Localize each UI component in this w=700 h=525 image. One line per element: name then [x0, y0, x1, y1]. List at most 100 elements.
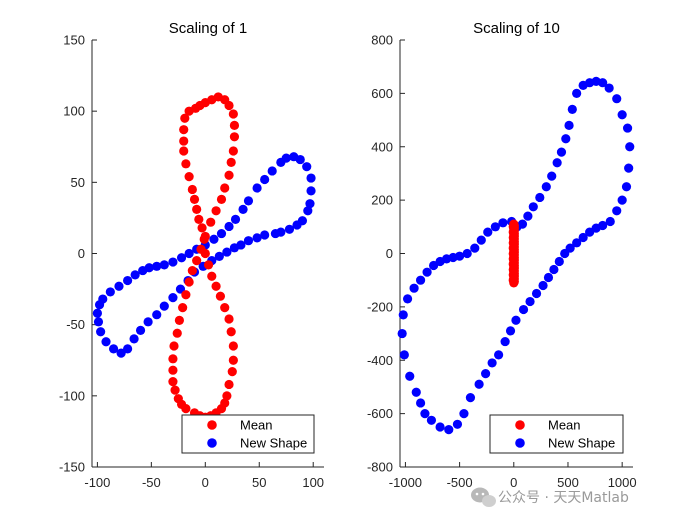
data-point [481, 368, 491, 379]
data-point [179, 125, 189, 135]
x-tick-label: 0 [202, 475, 209, 490]
data-point [116, 348, 126, 358]
data-point [604, 83, 614, 93]
y-tick-label: 200 [371, 193, 393, 208]
chart-title: Scaling of 10 [473, 20, 560, 37]
data-point [605, 216, 615, 227]
wechat-logo-icon [471, 487, 496, 507]
data-point [572, 88, 582, 98]
data-point [578, 232, 588, 243]
data-point [220, 95, 230, 105]
data-point [215, 291, 226, 301]
y-tick-label: 400 [371, 139, 393, 154]
data-point [612, 94, 622, 104]
y-tick-label: -600 [367, 406, 393, 421]
data-point [284, 224, 295, 234]
data-point [405, 371, 415, 381]
data-point [159, 260, 169, 270]
wechat-bubble-small-icon [482, 495, 496, 507]
data-point [93, 317, 104, 327]
data-point [200, 231, 210, 242]
data-point [178, 302, 188, 313]
data-point [252, 183, 262, 193]
data-point [187, 184, 197, 195]
data-point [470, 243, 480, 253]
data-point [531, 288, 542, 299]
data-point [415, 275, 426, 285]
data-point [229, 132, 240, 142]
x-tick-label: -100 [84, 475, 110, 490]
data-point [144, 263, 154, 273]
data-point [523, 211, 533, 221]
data-point [556, 147, 567, 157]
data-point [302, 162, 312, 172]
y-tick-label: 100 [63, 104, 85, 119]
data-point [175, 284, 186, 294]
data-point [105, 287, 115, 297]
x-tick-label: 1000 [608, 475, 637, 490]
data-point [216, 228, 227, 239]
data-point [508, 275, 518, 285]
data-point [192, 256, 202, 266]
legend-label: New Shape [240, 436, 307, 451]
data-point [179, 146, 189, 156]
data-point [207, 271, 217, 281]
data-point [498, 218, 508, 228]
data-point [98, 294, 108, 304]
data-point [211, 206, 221, 216]
data-point [252, 233, 262, 243]
legend-label: Mean [548, 418, 581, 433]
data-point [228, 341, 238, 351]
data-point [517, 219, 528, 229]
data-point [511, 315, 521, 325]
data-point [220, 183, 230, 193]
data-point [420, 409, 430, 419]
data-point [518, 304, 529, 315]
data-point [281, 153, 291, 163]
data-point [625, 142, 635, 152]
data-point [184, 172, 194, 182]
legend: Mean New Shape [489, 414, 624, 454]
data-point [211, 281, 221, 291]
data-point [184, 277, 194, 287]
data-point [123, 275, 133, 286]
data-point [411, 387, 421, 397]
y-tick-label: -50 [66, 317, 85, 332]
y-tick-label: -400 [367, 353, 393, 368]
data-point [135, 325, 146, 335]
data-point [179, 136, 189, 146]
data-point [399, 350, 409, 360]
legend-box [181, 414, 315, 454]
data-point [92, 308, 102, 318]
data-point [203, 260, 214, 270]
y-tick-label: 0 [78, 246, 85, 261]
data-point [180, 113, 190, 123]
data-point [114, 281, 124, 291]
data-point [209, 234, 219, 244]
x-tick-label: -1000 [389, 475, 422, 490]
data-point [230, 214, 241, 224]
watermark-text: 公众号 · 天天Matlab [498, 490, 629, 506]
x-tick-label: 100 [302, 475, 324, 490]
data-point [196, 244, 206, 254]
data-point [181, 159, 191, 169]
data-point [222, 247, 232, 257]
data-point [227, 367, 237, 377]
data-point [143, 317, 153, 327]
data-point [108, 344, 119, 354]
data-point [572, 238, 582, 248]
y-tick-label: 0 [386, 246, 393, 261]
data-point [123, 344, 133, 354]
data-point [306, 186, 316, 196]
data-point [228, 109, 238, 119]
data-point [564, 120, 574, 130]
x-tick-label: 50 [252, 475, 266, 490]
data-point [220, 302, 230, 313]
data-point [96, 327, 106, 337]
data-point [176, 253, 187, 263]
x-tick-label: 500 [557, 475, 579, 490]
data-point [222, 391, 232, 401]
data-point [402, 294, 413, 304]
